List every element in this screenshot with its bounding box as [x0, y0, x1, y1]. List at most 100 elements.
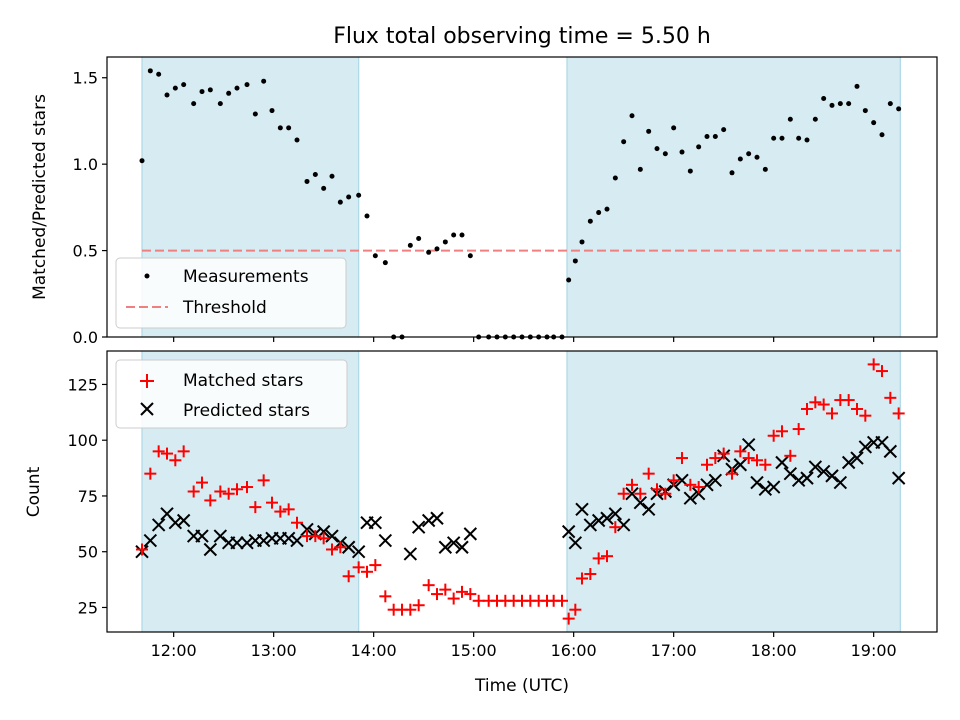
matched-star-point: [196, 476, 208, 489]
bottom-y-ticks: 25 50 75 100 125: [67, 375, 107, 617]
measurement-point: [261, 78, 267, 84]
matched-star-point: [431, 588, 443, 601]
predicted-star-point: [151, 518, 166, 532]
predicted-star-point: [775, 455, 789, 470]
measurement-point: [277, 125, 283, 131]
x-tick-label: 16:00: [551, 641, 597, 660]
predicted-star-point: [641, 502, 656, 517]
predicted-star-point: [583, 518, 598, 532]
matched-star-point: [751, 454, 763, 467]
matched-star-point: [334, 541, 347, 554]
matched-star-point: [404, 603, 417, 616]
measurement-point: [416, 235, 422, 241]
matched-star-point: [676, 452, 688, 465]
matched-star-point: [701, 458, 713, 471]
matched-star-point: [809, 396, 822, 409]
ratio-panel: 0.0 0.5 1.0 1.5 Matched/Predicted stars Mea…: [30, 56, 938, 347]
matched-star-point: [291, 516, 303, 529]
measurement-points: [139, 68, 902, 340]
matched-star-point: [892, 407, 905, 420]
measurement-point: [621, 139, 627, 145]
top-x-ticks: [173, 337, 875, 342]
measurement-point: [226, 90, 232, 96]
matched-star-point: [667, 474, 680, 487]
measurement-point: [139, 158, 145, 164]
measurement-point: [329, 173, 335, 179]
predicted-star-point: [213, 529, 228, 543]
matched-star-point: [222, 487, 235, 500]
predicted-star-point: [256, 533, 271, 548]
predicted-star-point: [446, 536, 461, 550]
measurement-point: [729, 170, 735, 176]
matched-star-point: [659, 487, 672, 500]
matched-star-point: [609, 521, 622, 534]
matched-star-point: [342, 570, 355, 583]
measurement-point: [199, 89, 205, 95]
matched-star-point: [617, 487, 630, 500]
measurement-point: [629, 113, 635, 119]
y-tick-label: 75: [78, 487, 98, 506]
measurement-point: [854, 83, 860, 89]
measurement-point: [637, 166, 643, 172]
matched-star-point: [169, 454, 182, 467]
measurement-point: [754, 154, 760, 160]
predicted-star-point: [883, 444, 898, 459]
predicted-star-point: [351, 545, 366, 559]
measurement-point: [172, 85, 178, 91]
matched-star-point: [177, 445, 190, 458]
predicted-star-point: [758, 482, 773, 496]
predicted-star-point: [750, 475, 764, 490]
measurement-point: [451, 232, 457, 238]
matched-star-point: [317, 532, 330, 545]
top-y-ticks: 0.0 0.5 1.0 1.5: [73, 69, 107, 347]
predicted-star-point: [325, 529, 339, 543]
measurement-point: [662, 151, 668, 157]
measurement-point: [294, 137, 300, 143]
matched-star-point: [842, 394, 855, 407]
measurement-point: [671, 125, 677, 131]
top-plot-frame: [106, 56, 938, 338]
measurement-point: [147, 68, 153, 74]
matched-star-point: [266, 496, 278, 509]
y-tick-label: 1.5: [73, 69, 98, 88]
predicted-star-point: [833, 475, 848, 490]
predicted-star-point: [783, 466, 798, 481]
predicted-star-point: [463, 527, 478, 541]
matched-star-point: [379, 590, 392, 603]
measurement-point: [646, 128, 652, 134]
bottom-plot-frame: [106, 350, 938, 633]
matched-star-point: [726, 467, 738, 480]
bottom-y-axis-label: Count: [24, 466, 44, 517]
measurement-point: [804, 137, 810, 143]
predicted-star-point: [368, 516, 383, 530]
measurement-point: [244, 82, 250, 88]
predicted-star-point: [816, 464, 831, 479]
matched-stars-points: [136, 358, 905, 625]
matched-star-point: [867, 358, 880, 371]
matched-star-point: [447, 592, 460, 605]
predicted-star-point: [825, 469, 839, 483]
legend-label-predicted: Predicted stars: [183, 401, 310, 421]
measurement-point: [572, 258, 578, 264]
measurement-point: [164, 92, 170, 98]
measurement-point: [346, 194, 352, 200]
predicted-star-point: [741, 437, 756, 452]
predicted-star-point: [455, 540, 469, 554]
matched-star-point: [326, 543, 338, 556]
predicted-star-point: [708, 473, 723, 488]
matched-star-point: [801, 402, 813, 415]
measurement-point: [252, 111, 258, 117]
predicted-star-point: [800, 471, 814, 485]
predicted-star-point: [430, 511, 444, 525]
matched-star-point: [776, 425, 788, 438]
matched-star-point: [584, 568, 597, 581]
predicted-star-point: [575, 502, 589, 517]
x-axis-label: Time (UTC): [474, 676, 569, 696]
predicted-star-point: [841, 455, 856, 470]
top-legend: Measurements Threshold: [115, 257, 347, 329]
measurement-point: [207, 87, 213, 93]
predicted-star-point: [608, 507, 623, 521]
measurement-point: [269, 108, 275, 114]
measurement-point: [721, 127, 727, 133]
